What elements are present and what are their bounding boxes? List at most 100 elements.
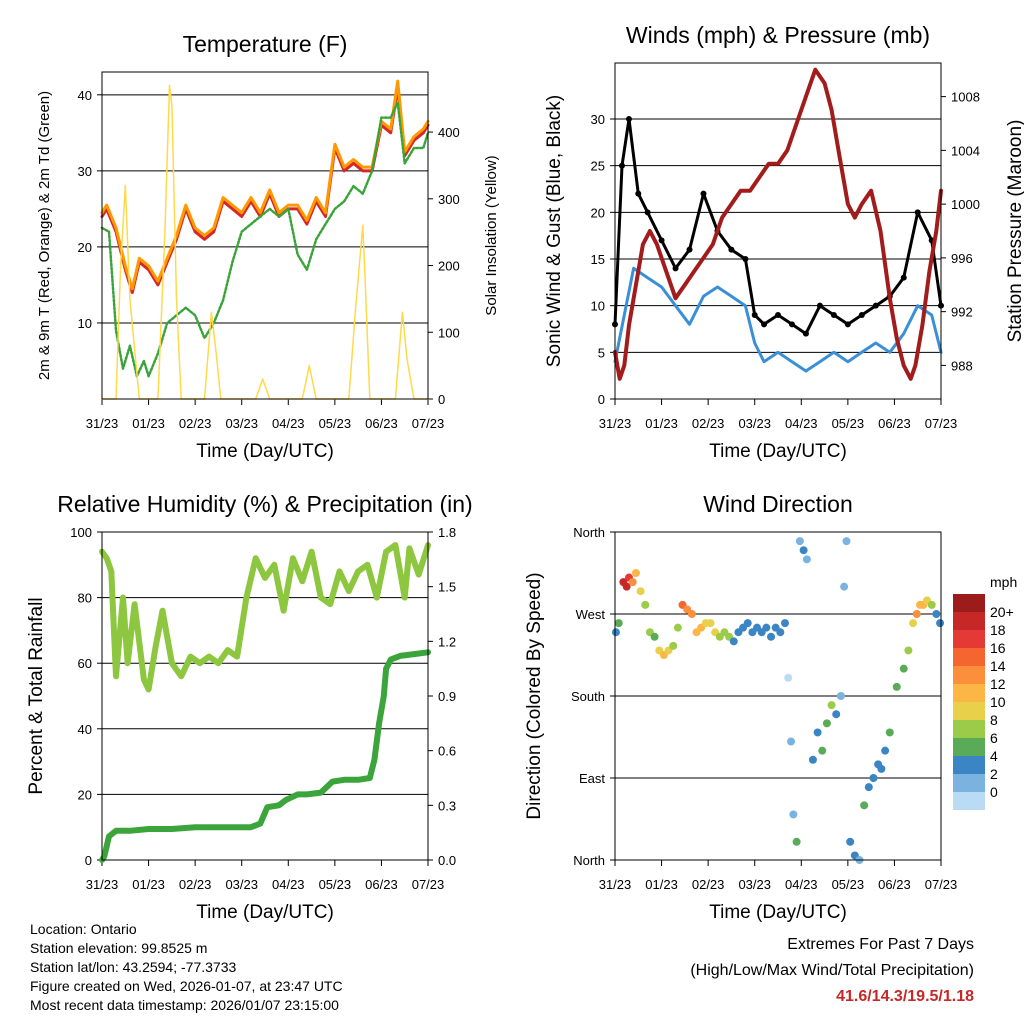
x-tick-label: 04/23 xyxy=(785,416,818,431)
x-tick-label: 06/23 xyxy=(878,416,911,431)
x-tick-label: 07/23 xyxy=(925,877,958,892)
plot-frame xyxy=(101,531,429,861)
y2-tick-label: 0.3 xyxy=(438,798,456,813)
y-tick-label: 40 xyxy=(78,88,92,103)
recent-text: Most recent data timestamp: 2026/01/07 2… xyxy=(30,997,339,1013)
direction-point xyxy=(673,623,682,632)
y-tick-label: 100 xyxy=(70,525,92,540)
legend-swatch xyxy=(953,738,985,756)
series-station-pressure xyxy=(613,67,943,381)
y2-tick-label: 1.8 xyxy=(438,525,456,540)
chart-title: Temperature (F) xyxy=(183,31,348,57)
direction-point xyxy=(614,619,623,628)
gust-point xyxy=(775,312,781,318)
legend-label: 10 xyxy=(990,694,1006,710)
series-relative-humidity xyxy=(99,542,431,693)
y-tick-label: 15 xyxy=(591,252,605,267)
y2-tick-label: 200 xyxy=(438,259,460,274)
series-total-rainfall xyxy=(99,649,431,863)
direction-point xyxy=(636,587,645,596)
direction-point xyxy=(869,774,878,782)
y-tick-label: 40 xyxy=(78,722,92,737)
gust-point xyxy=(672,265,679,272)
legend-label: 18 xyxy=(990,622,1006,638)
gust-point xyxy=(830,312,837,318)
direction-point xyxy=(622,582,631,591)
y2-tick-label: 300 xyxy=(438,192,460,207)
gust-point xyxy=(761,321,768,328)
gust-point xyxy=(914,209,921,216)
direction-point xyxy=(687,610,696,618)
x-tick-label: 06/23 xyxy=(365,416,398,431)
y-tick-label: 10 xyxy=(591,299,605,314)
y2-tick-label: 400 xyxy=(438,125,460,140)
x-tick-label: 06/23 xyxy=(878,877,911,892)
gust-point xyxy=(844,321,851,328)
x-tick-label: 02/23 xyxy=(692,877,725,892)
legend-swatch xyxy=(953,666,985,684)
x-tick-label: 01/23 xyxy=(132,877,165,892)
x-tick-label: 01/23 xyxy=(645,416,678,431)
direction-point xyxy=(669,641,678,650)
y2-tick-label: 100 xyxy=(438,325,460,340)
direction-point xyxy=(881,746,890,755)
elevation-text: Station elevation: 99.8525 m xyxy=(30,940,208,956)
direction-point xyxy=(729,637,738,646)
y2-tick-label: 0.6 xyxy=(438,744,456,759)
direction-point xyxy=(789,810,798,819)
y2-axis-label: Station Pressure (Maroon) xyxy=(1005,120,1024,343)
y2-tick-label: 1004 xyxy=(951,143,980,158)
direction-point xyxy=(877,764,886,773)
x-tick-label: 07/23 xyxy=(412,416,445,431)
gust-point xyxy=(618,162,625,169)
direction-point xyxy=(762,623,771,632)
extremes-subtitle: (High/Low/Max Wind/Total Precipitation) xyxy=(690,962,974,979)
legend-label: 4 xyxy=(990,748,998,764)
gust-point xyxy=(858,312,865,318)
legend-swatch xyxy=(953,684,985,702)
x-tick-label: 05/23 xyxy=(832,877,865,892)
gust-point xyxy=(788,321,795,328)
y-tick-label: 20 xyxy=(78,240,92,255)
direction-point xyxy=(860,801,869,810)
series-2m-t xyxy=(100,85,430,294)
y-tick-label: East xyxy=(579,771,605,786)
y-tick-label: 10 xyxy=(78,316,92,331)
gust-point xyxy=(742,256,749,262)
x-tick-label: 05/23 xyxy=(319,877,352,892)
plot-frame xyxy=(614,531,942,861)
direction-point xyxy=(641,600,650,609)
panel-1: Temperature (F)10203040010020030040031/2… xyxy=(36,31,500,462)
direction-point xyxy=(611,628,620,637)
station-info: Location: Ontario Station elevation: 99.… xyxy=(30,920,343,1015)
direction-point xyxy=(767,632,776,641)
plot-frame xyxy=(614,62,942,400)
x-tick-label: 04/23 xyxy=(272,416,305,431)
direction-point xyxy=(932,610,941,618)
gust-point xyxy=(802,330,809,337)
y-tick-label: South xyxy=(571,689,605,704)
extremes-panel: Extremes For Past 7 Days (High/Low/Max W… xyxy=(690,932,974,1010)
y2-tick-label: 988 xyxy=(951,358,973,373)
created-text: Figure created on Wed, 2026-01-07, at 23… xyxy=(30,978,343,994)
chart-title: Wind Direction xyxy=(703,491,853,517)
x-tick-label: 31/23 xyxy=(599,877,632,892)
direction-point xyxy=(846,837,855,846)
direction-point xyxy=(787,737,796,746)
y-tick-label: 5 xyxy=(598,345,605,360)
y2-tick-label: 0.0 xyxy=(438,853,456,868)
x-tick-label: 31/23 xyxy=(86,877,119,892)
legend-swatch xyxy=(953,612,985,630)
x-tick-label: 05/23 xyxy=(832,416,865,431)
y2-tick-label: 1.2 xyxy=(438,634,456,649)
y2-tick-label: 0.9 xyxy=(438,689,456,704)
gust-point xyxy=(872,302,879,309)
extremes-values: 41.6/14.3/19.5/1.18 xyxy=(836,988,974,1005)
direction-point xyxy=(776,628,785,637)
panel-4: Wind Direction North East South West North 31/… xyxy=(524,491,1017,923)
y2-axis-label: Solar Insolation (Yellow) xyxy=(483,155,500,315)
panel-2: Winds (mph) & Pressure (mb) 0 5 10 15 20 25 30 9… xyxy=(544,22,1024,462)
direction-point xyxy=(799,546,808,555)
x-tick-label: 07/23 xyxy=(925,416,958,431)
